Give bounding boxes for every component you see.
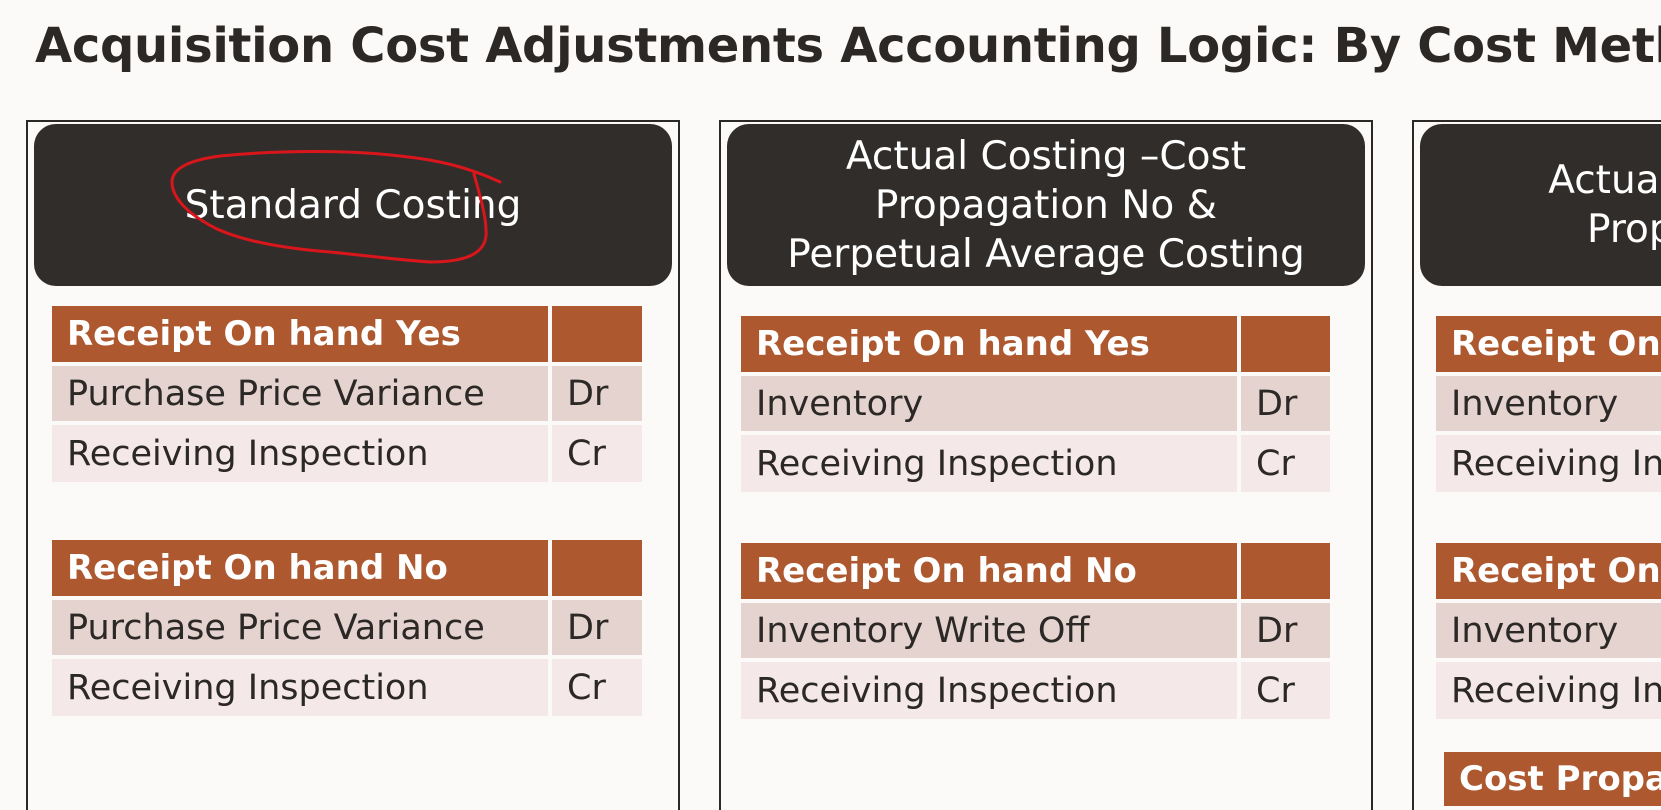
header-line: Propagation No & [874,182,1218,228]
panel-actual-costing-propagation-yes: Actual Prop Receipt On h Inventory Recei… [1412,120,1661,810]
panel-standard-costing: Standard Costing Receipt On hand Yes Pur… [26,120,680,810]
side-cell: Cr [552,425,642,482]
table-heading-row: Receipt On h [1436,543,1661,599]
table-heading: Receipt On h [1436,316,1661,372]
side-cell: Cr [1241,662,1330,719]
table-heading: Receipt On h [1436,543,1661,599]
account-cell: Receiving Ins [1436,435,1661,492]
side-cell: Dr [552,366,642,421]
table-heading: Cost Propag [1444,752,1661,806]
table-row: Inventory [1436,376,1661,431]
table-heading-side [1241,543,1330,599]
account-cell: Receiving Inspection [741,662,1237,719]
table-heading-row: Receipt On hand Yes [741,316,1330,372]
table-heading: Receipt On hand No [741,543,1237,599]
panel-header: Actual Costing –Cost Propagation No & Pe… [727,124,1365,286]
side-cell: Cr [1241,435,1330,492]
table-row: Receiving Inspection Cr [52,659,642,716]
table-heading-side [1241,316,1330,372]
account-cell: Receiving Inspection [52,659,548,716]
side-cell: Cr [552,659,642,716]
header-line: Actual [1548,158,1661,203]
table-row: Receiving Inspection Cr [741,435,1330,492]
panel-header: Actual Prop [1420,124,1661,286]
table-row: Inventory Write Off Dr [741,603,1330,658]
table-heading-row: Receipt On hand Yes [52,306,642,362]
account-cell: Purchase Price Variance [52,600,548,655]
account-cell: Inventory [1436,603,1661,658]
panel-header: Standard Costing [34,124,672,286]
account-cell: Inventory Write Off [741,603,1237,658]
table-heading-side [552,306,642,362]
table-row: Purchase Price Variance Dr [52,366,642,421]
header-line: Standard Costing [184,182,522,228]
page-title: Acquisition Cost Adjustments Accounting … [35,18,1661,74]
account-cell: Receiving Inspection [741,435,1237,492]
table-heading-side [552,540,642,596]
header-line: Perpetual Average Costing [787,231,1305,277]
account-cell: Purchase Price Variance [52,366,548,421]
table-row: Receiving Inspection Cr [741,662,1330,719]
side-cell: Dr [1241,376,1330,431]
table-row: Inventory Dr [741,376,1330,431]
panel-actual-costing-propagation-no: Actual Costing –Cost Propagation No & Pe… [719,120,1373,810]
side-cell: Dr [1241,603,1330,658]
account-cell: Inventory [741,376,1237,431]
table-heading-row: Receipt On hand No [741,543,1330,599]
table-row: Receiving Inspection Cr [52,425,642,482]
account-cell: Receiving Ins [1436,662,1661,719]
account-cell: Inventory [1436,376,1661,431]
table-heading: Receipt On hand Yes [52,306,548,362]
table-heading-row: Receipt On hand No [52,540,642,596]
header-line: Prop [1587,207,1661,252]
side-cell: Dr [552,600,642,655]
table-heading: Receipt On hand No [52,540,548,596]
account-cell: Receiving Inspection [52,425,548,482]
table-row: Inventory [1436,603,1661,658]
table-row: Purchase Price Variance Dr [52,600,642,655]
table-row: Receiving Ins [1436,662,1661,719]
table-heading-row: Cost Propag [1444,752,1661,806]
header-line: Actual Costing –Cost [845,133,1247,179]
table-heading: Receipt On hand Yes [741,316,1237,372]
table-row: Receiving Ins [1436,435,1661,492]
table-heading-row: Receipt On h [1436,316,1661,372]
